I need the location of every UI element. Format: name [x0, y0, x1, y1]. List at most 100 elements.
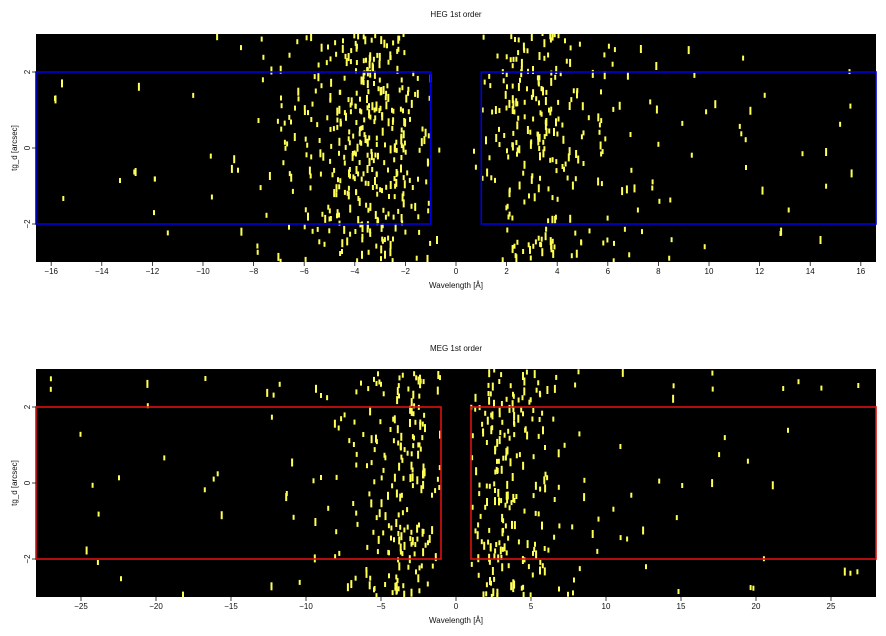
event-mark [539, 486, 542, 492]
event-mark [291, 458, 294, 467]
event-mark [555, 65, 558, 74]
event-mark [429, 240, 432, 246]
event-mark [387, 118, 390, 127]
event-mark [549, 110, 552, 116]
event-mark [474, 528, 477, 534]
event-mark [570, 253, 573, 259]
event-mark [360, 109, 363, 115]
event-mark [571, 524, 574, 530]
event-mark [547, 52, 550, 58]
event-mark [375, 135, 378, 141]
event-mark [613, 240, 615, 246]
event-mark [371, 62, 374, 71]
event-mark [546, 386, 549, 394]
event-mark [436, 476, 439, 482]
event-mark [649, 99, 652, 105]
event-mark [651, 185, 654, 191]
x-tick-label: 25 [827, 602, 836, 611]
event-mark [535, 550, 538, 559]
event-mark [314, 518, 317, 526]
event-mark [503, 133, 506, 138]
event-mark [328, 228, 331, 234]
event-mark [373, 586, 376, 591]
event-mark [377, 535, 380, 544]
event-mark [416, 524, 419, 533]
event-mark [380, 475, 383, 481]
event-mark [410, 407, 413, 416]
event-mark [359, 108, 362, 114]
event-mark [339, 251, 342, 256]
event-mark [556, 131, 559, 137]
event-mark [533, 370, 536, 379]
event-mark [424, 128, 427, 137]
event-mark [578, 41, 581, 47]
event-mark [438, 465, 441, 471]
event-mark [437, 371, 440, 379]
event-mark [324, 214, 327, 223]
event-mark [298, 579, 301, 585]
event-mark [511, 473, 514, 481]
x-tick-label: −16 [44, 267, 58, 276]
event-mark [349, 109, 352, 115]
event-mark [532, 454, 535, 460]
event-mark [514, 37, 516, 42]
event-mark [561, 164, 564, 169]
event-mark [554, 214, 557, 220]
event-mark [491, 567, 494, 575]
event-mark [621, 369, 624, 377]
event-mark [385, 101, 388, 110]
event-mark [527, 242, 530, 248]
event-mark [431, 526, 434, 535]
event-mark [531, 572, 534, 578]
event-mark [410, 461, 413, 470]
event-mark [418, 442, 421, 448]
event-mark [537, 76, 540, 85]
event-mark [580, 240, 583, 246]
event-mark [373, 479, 376, 485]
event-mark [534, 541, 536, 547]
event-mark [681, 483, 684, 488]
event-mark [406, 170, 409, 176]
event-mark [388, 573, 390, 579]
event-mark [418, 522, 420, 528]
event-mark [555, 168, 558, 174]
event-mark [621, 187, 624, 196]
event-mark [508, 435, 511, 441]
event-mark [320, 475, 322, 480]
event-mark [501, 257, 504, 262]
event-mark [376, 52, 379, 58]
event-mark [693, 72, 696, 78]
event-mark [551, 157, 554, 163]
event-mark [551, 195, 554, 201]
event-mark [416, 536, 419, 542]
event-mark [545, 89, 548, 95]
event-mark [511, 83, 514, 89]
event-mark [378, 60, 381, 69]
event-mark [600, 89, 602, 95]
event-mark [511, 106, 514, 114]
event-mark [535, 387, 538, 393]
event-mark [345, 112, 347, 121]
event-mark [367, 181, 370, 187]
event-mark [557, 34, 560, 39]
event-mark [506, 446, 509, 455]
event-mark [780, 227, 783, 236]
event-mark [407, 109, 410, 115]
event-mark [400, 432, 403, 441]
event-mark [339, 120, 342, 126]
event-mark [343, 160, 346, 166]
event-mark [857, 383, 860, 388]
event-mark [338, 184, 341, 190]
event-mark [309, 173, 312, 179]
event-mark [530, 175, 533, 184]
event-mark [216, 34, 219, 41]
event-mark [395, 582, 398, 587]
event-mark [546, 475, 549, 481]
event-mark [843, 567, 846, 576]
event-mark [501, 419, 504, 425]
event-mark [512, 393, 515, 399]
y-axis-label: tg_d [arcsec] [10, 125, 19, 171]
y-tick-label: 0 [23, 145, 32, 150]
event-mark [417, 176, 419, 182]
event-mark [506, 84, 508, 90]
